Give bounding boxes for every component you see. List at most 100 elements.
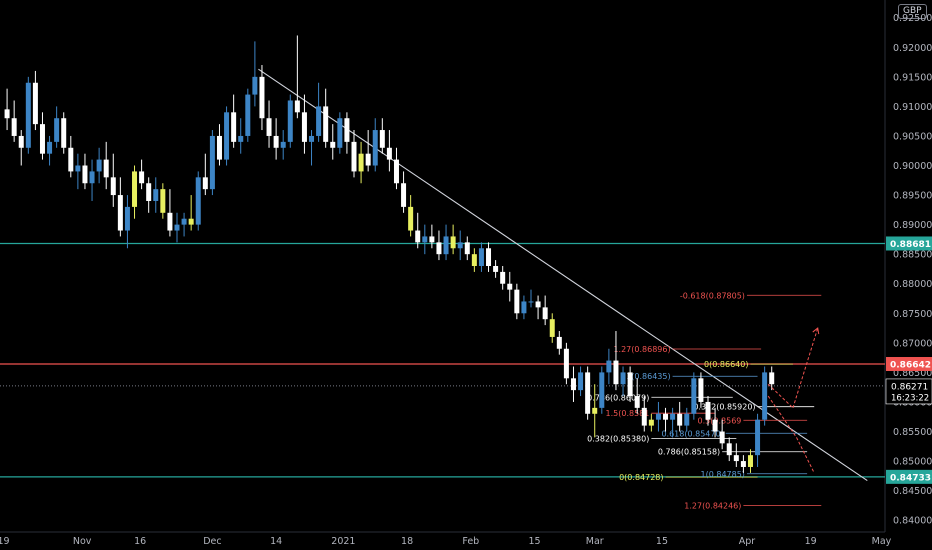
candle-body[interactable] (316, 106, 322, 136)
candle-body[interactable] (684, 413, 690, 426)
candle-body[interactable] (627, 372, 633, 397)
candle-body[interactable] (96, 159, 102, 172)
candle-body[interactable] (337, 118, 343, 148)
candle-body[interactable] (549, 319, 555, 337)
candle-body[interactable] (493, 266, 499, 272)
candle-body[interactable] (613, 360, 619, 385)
candle-body[interactable] (39, 124, 45, 154)
candle-body[interactable] (769, 372, 775, 385)
candle-body[interactable] (188, 218, 194, 225)
candle-body[interactable] (648, 419, 654, 426)
candle-body[interactable] (209, 135, 215, 190)
candle-body[interactable] (478, 248, 484, 266)
candle-body[interactable] (224, 112, 230, 160)
candle-body[interactable] (514, 289, 520, 314)
candle-body[interactable] (457, 242, 463, 249)
candle-body[interactable] (47, 141, 53, 154)
candle-body[interactable] (103, 159, 109, 178)
candle-body[interactable] (486, 248, 492, 266)
candle-body[interactable] (309, 135, 315, 142)
candle-body[interactable] (252, 76, 258, 95)
candle-body[interactable] (429, 236, 435, 243)
candle-body[interactable] (167, 212, 173, 231)
candle-body[interactable] (146, 183, 152, 201)
candle-body[interactable] (415, 230, 421, 243)
candle-body[interactable] (592, 407, 598, 414)
candle-body[interactable] (677, 413, 683, 426)
candle-body[interactable] (273, 135, 279, 148)
candle-body[interactable] (32, 82, 38, 125)
candle-body[interactable] (287, 100, 293, 142)
candle-body[interactable] (181, 218, 187, 225)
candle-body[interactable] (82, 165, 88, 184)
candle-body[interactable] (620, 372, 626, 385)
candle-body[interactable] (89, 171, 95, 184)
candle-body[interactable] (408, 206, 414, 231)
candle-body[interactable] (139, 171, 145, 184)
candle-body[interactable] (110, 177, 116, 196)
candle-body[interactable] (75, 165, 81, 172)
candle-body[interactable] (726, 443, 732, 456)
candle-body[interactable] (719, 431, 725, 444)
candle-body[interactable] (25, 82, 31, 148)
candle-body[interactable] (436, 242, 442, 255)
candle-body[interactable] (670, 413, 676, 420)
candle-body[interactable] (762, 372, 768, 420)
candle-body[interactable] (393, 159, 399, 184)
candle-body[interactable] (4, 109, 10, 119)
candle-body[interactable] (132, 171, 138, 207)
candle-body[interactable] (691, 378, 697, 414)
candle-body[interactable] (351, 141, 357, 172)
candle-body[interactable] (117, 195, 123, 231)
candle-body[interactable] (330, 141, 336, 148)
candle-body[interactable] (712, 419, 718, 432)
candle-body[interactable] (733, 455, 739, 462)
candle-body[interactable] (464, 242, 470, 255)
candle-body[interactable] (401, 183, 407, 207)
candle-body[interactable] (202, 177, 208, 190)
candle-body[interactable] (195, 177, 201, 225)
candle-body[interactable] (450, 236, 456, 249)
candle-body[interactable] (528, 301, 534, 303)
candle-body[interactable] (301, 112, 307, 142)
candle-body[interactable] (294, 100, 300, 113)
candle-body[interactable] (153, 189, 159, 201)
candle-body[interactable] (606, 360, 612, 373)
candle-body[interactable] (18, 135, 24, 148)
candle-body[interactable] (216, 135, 222, 160)
candle-body[interactable] (521, 301, 527, 314)
candle-body[interactable] (578, 372, 584, 391)
candle-body[interactable] (641, 407, 647, 426)
candle-body[interactable] (160, 189, 166, 213)
currency-badge[interactable]: GBP (898, 4, 927, 19)
candle-body[interactable] (705, 401, 711, 420)
trendline[interactable] (258, 68, 868, 482)
candle-body[interactable] (372, 130, 378, 166)
candle-body[interactable] (323, 106, 329, 142)
candle-body[interactable] (443, 236, 449, 255)
candle-body[interactable] (535, 301, 541, 308)
candle-body[interactable] (238, 135, 244, 142)
candle-body[interactable] (663, 413, 669, 420)
candle-body[interactable] (500, 271, 506, 284)
candle-body[interactable] (570, 378, 576, 391)
candle-body[interactable] (599, 372, 605, 408)
candle-body[interactable] (542, 307, 548, 320)
candle-body[interactable] (266, 118, 272, 136)
candle-body[interactable] (507, 283, 513, 290)
candle-body[interactable] (174, 224, 180, 231)
candle-body[interactable] (379, 130, 385, 148)
candle-body[interactable] (259, 76, 265, 119)
candle-body[interactable] (585, 372, 591, 414)
candle-body[interactable] (11, 118, 17, 136)
candle-body[interactable] (634, 396, 640, 408)
candle-body[interactable] (124, 206, 130, 231)
candle-body[interactable] (245, 94, 251, 136)
candle-body[interactable] (231, 112, 237, 142)
candle-body[interactable] (740, 461, 746, 467)
candle-body[interactable] (747, 455, 753, 467)
candle-body[interactable] (471, 254, 477, 266)
candle-body[interactable] (280, 141, 286, 148)
candle-body[interactable] (365, 153, 371, 166)
